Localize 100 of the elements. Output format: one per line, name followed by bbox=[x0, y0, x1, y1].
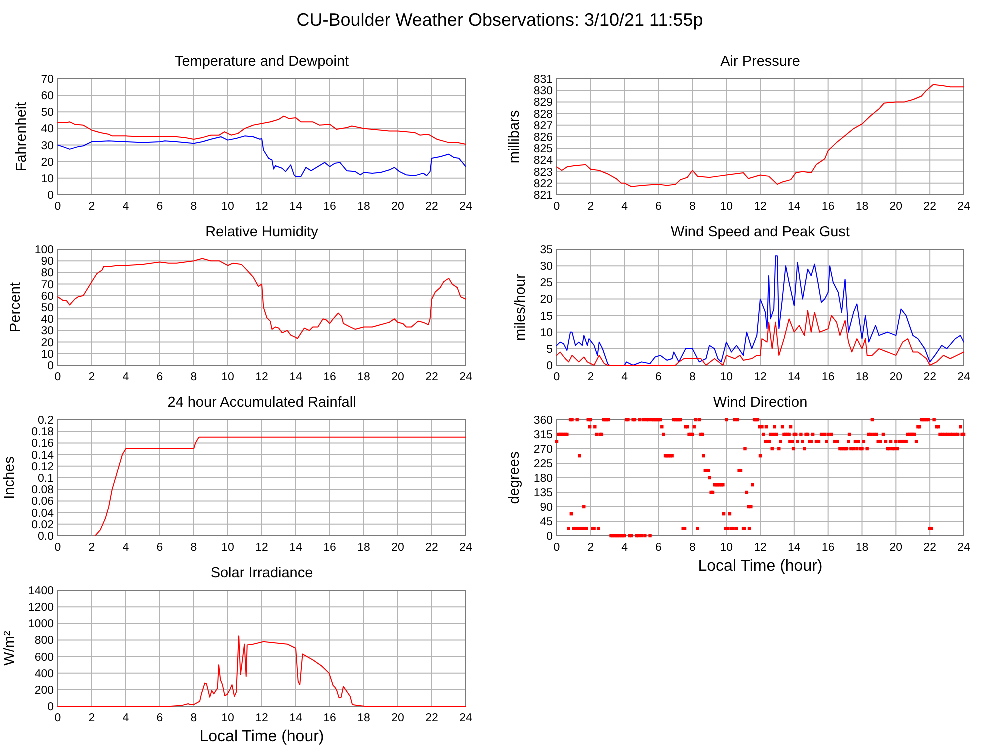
y-tick-label: 5 bbox=[546, 344, 553, 356]
x-tick-label: 6 bbox=[156, 372, 164, 384]
x-tick-label: 24 bbox=[958, 201, 971, 213]
y-tick-label: 600 bbox=[34, 652, 54, 664]
y-axis-title: millibars bbox=[507, 110, 523, 164]
x-tick-label: 16 bbox=[822, 372, 835, 384]
y-axis-title: W/m² bbox=[2, 631, 18, 666]
x-tick-label: 22 bbox=[426, 201, 438, 213]
y-tick-label: 20 bbox=[540, 294, 553, 306]
x-tick-label: 20 bbox=[392, 542, 404, 554]
x-tick-label: 2 bbox=[588, 201, 594, 213]
x-tick-label: 10 bbox=[222, 372, 234, 384]
x-tick-label: 10 bbox=[720, 201, 733, 213]
x-tick-label: 6 bbox=[656, 372, 662, 384]
y-tick-label: 25 bbox=[540, 278, 553, 290]
x-tick-label: 8 bbox=[190, 542, 198, 554]
y-tick-label: 0 bbox=[48, 360, 54, 373]
y-tick-label: 0.08 bbox=[32, 484, 54, 497]
y-tick-label: 0 bbox=[546, 360, 553, 373]
x-tick-label: 12 bbox=[754, 201, 767, 213]
y-axis-title: Fahrenheit bbox=[14, 102, 30, 172]
x-tick-label: 24 bbox=[460, 372, 473, 384]
y-tick-label: 0.0 bbox=[38, 531, 54, 544]
y-tick-label: 400 bbox=[34, 668, 54, 680]
y-tick-label: 50 bbox=[41, 107, 54, 120]
x-tick-label: 8 bbox=[689, 201, 696, 213]
x-tick-label: 24 bbox=[958, 372, 971, 384]
y-tick-label: 0.02 bbox=[32, 519, 54, 532]
y-tick-label: 35 bbox=[540, 244, 553, 257]
x-tick-label: 14 bbox=[290, 201, 303, 213]
x-tick-label: 24 bbox=[958, 542, 971, 554]
y-tick-label: 315 bbox=[534, 430, 553, 442]
y-tick-label: 828 bbox=[534, 108, 553, 121]
y-tick-label: 10 bbox=[41, 173, 54, 186]
y-tick-label: 225 bbox=[534, 458, 553, 471]
x-tick-label: 14 bbox=[290, 712, 303, 724]
x-tick-label: 2 bbox=[88, 542, 96, 554]
x-tick-label: 24 bbox=[460, 712, 473, 724]
x-tick-label: 12 bbox=[256, 712, 268, 724]
y-tick-label: 824 bbox=[534, 155, 554, 168]
line-series bbox=[58, 116, 466, 145]
x-tick-label: 22 bbox=[426, 712, 438, 724]
x-tick-label: 22 bbox=[924, 542, 936, 554]
y-tick-label: 830 bbox=[534, 86, 553, 98]
x-tick-label: 10 bbox=[720, 372, 733, 384]
x-tick-label: 16 bbox=[324, 542, 336, 554]
x-tick-label: 4 bbox=[622, 201, 629, 213]
y-tick-label: 20 bbox=[41, 337, 54, 350]
y-tick-label: 30 bbox=[540, 261, 553, 274]
y-axis-title: degrees bbox=[507, 452, 523, 504]
x-tick-label: 14 bbox=[788, 201, 802, 213]
y-tick-label: 270 bbox=[534, 444, 553, 456]
y-tick-label: 0.04 bbox=[32, 508, 55, 520]
x-tick-label: 20 bbox=[392, 201, 404, 213]
y-tick-label: 831 bbox=[534, 74, 553, 86]
x-tick-label: 12 bbox=[754, 542, 767, 554]
x-tick-label: 2 bbox=[88, 372, 96, 384]
x-tick-label: 2 bbox=[88, 712, 96, 724]
y-tick-label: 0.18 bbox=[32, 426, 54, 439]
x-tick-label: 18 bbox=[856, 201, 869, 213]
x-tick-label: 18 bbox=[358, 201, 370, 213]
y-tick-label: 1000 bbox=[28, 618, 54, 631]
x-tick-label: 18 bbox=[856, 542, 869, 554]
x-tick-label: 2 bbox=[88, 201, 96, 213]
x-tick-label: 12 bbox=[256, 201, 268, 213]
y-tick-label: 0.16 bbox=[32, 438, 54, 450]
y-axis-title: Inches bbox=[2, 456, 18, 500]
y-tick-label: 70 bbox=[41, 74, 54, 86]
x-tick-label: 20 bbox=[890, 372, 903, 384]
y-tick-label: 80 bbox=[41, 268, 54, 280]
x-tick-label: 4 bbox=[122, 712, 130, 724]
x-tick-label: 14 bbox=[788, 372, 802, 384]
y-tick-label: 90 bbox=[540, 502, 553, 514]
x-tick-label: 8 bbox=[190, 201, 198, 213]
x-tick-label: 2 bbox=[588, 372, 594, 384]
y-tick-label: 0 bbox=[48, 190, 54, 202]
x-tick-label: 22 bbox=[924, 201, 936, 213]
y-tick-label: 1200 bbox=[28, 602, 54, 614]
chart-title: Solar Irradiance bbox=[210, 566, 314, 582]
y-axis-title: miles/hour bbox=[513, 274, 529, 341]
x-tick-label: 14 bbox=[290, 372, 303, 384]
chart-title: Relative Humidity bbox=[206, 224, 320, 240]
line-series bbox=[556, 256, 964, 366]
x-tick-label: 4 bbox=[122, 542, 130, 554]
y-tick-label: 0.1 bbox=[38, 473, 54, 486]
y-tick-label: 30 bbox=[41, 140, 54, 152]
chart-title: Wind Speed and Peak Gust bbox=[671, 224, 850, 240]
chart-title: Temperature and Dewpoint bbox=[174, 54, 350, 70]
x-tick-label: 20 bbox=[392, 712, 404, 724]
x-tick-label: 10 bbox=[222, 542, 234, 554]
x-tick-label: 4 bbox=[622, 372, 629, 384]
line-series bbox=[58, 258, 466, 340]
x-tick-label: 12 bbox=[256, 372, 268, 384]
y-tick-label: 200 bbox=[34, 684, 54, 697]
x-tick-label: 22 bbox=[924, 372, 936, 384]
x-tick-label: 14 bbox=[290, 542, 303, 554]
y-tick-label: 0.14 bbox=[32, 450, 55, 462]
x-tick-label: 4 bbox=[122, 372, 130, 384]
x-tick-label: 12 bbox=[754, 372, 767, 384]
chart-title: Wind Direction bbox=[713, 395, 808, 411]
